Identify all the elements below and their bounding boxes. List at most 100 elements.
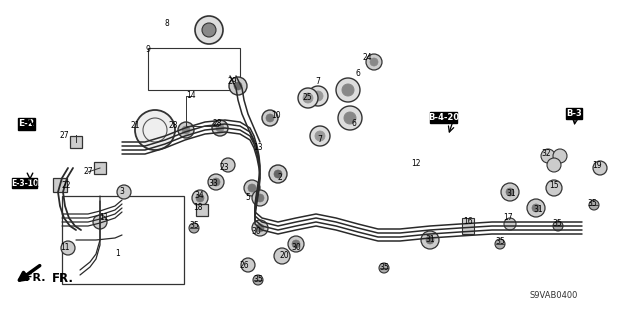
Circle shape (253, 275, 263, 285)
Circle shape (192, 190, 208, 206)
Circle shape (93, 215, 107, 229)
Circle shape (553, 221, 563, 231)
Text: 35: 35 (587, 198, 597, 207)
Circle shape (195, 16, 223, 44)
Circle shape (342, 84, 354, 96)
Text: S9VAB0400: S9VAB0400 (530, 291, 579, 300)
Bar (462, 218, 474, 234)
Text: 12: 12 (412, 159, 420, 167)
Circle shape (315, 131, 325, 141)
Text: 8: 8 (164, 19, 170, 27)
Circle shape (547, 158, 561, 172)
Bar (70, 136, 82, 148)
Text: 11: 11 (99, 213, 109, 222)
Text: 23: 23 (219, 164, 229, 173)
Circle shape (421, 231, 439, 249)
Text: 26: 26 (239, 261, 249, 270)
Text: 27: 27 (59, 131, 69, 140)
Bar (566, 108, 582, 119)
Circle shape (196, 194, 204, 202)
Circle shape (506, 188, 514, 196)
Circle shape (117, 185, 131, 199)
Circle shape (308, 86, 328, 106)
Bar (12, 178, 38, 188)
Text: 6: 6 (351, 120, 356, 129)
Circle shape (178, 122, 194, 138)
Circle shape (527, 199, 545, 217)
Bar (196, 204, 208, 216)
Circle shape (495, 239, 505, 249)
Circle shape (212, 178, 220, 186)
Text: FR.: FR. (25, 273, 45, 283)
Circle shape (189, 223, 199, 233)
Circle shape (252, 220, 268, 236)
Bar (430, 112, 458, 123)
Circle shape (248, 184, 256, 192)
Text: 13: 13 (253, 144, 263, 152)
Text: 20: 20 (279, 250, 289, 259)
Circle shape (229, 77, 247, 95)
Text: E-2: E-2 (19, 119, 35, 128)
Circle shape (266, 114, 274, 122)
Circle shape (370, 58, 378, 66)
Text: 27: 27 (83, 167, 93, 176)
Circle shape (379, 263, 389, 273)
Text: 1: 1 (116, 249, 120, 258)
Text: 10: 10 (271, 112, 281, 121)
Circle shape (269, 165, 287, 183)
Text: FR.: FR. (52, 271, 74, 285)
Circle shape (208, 174, 224, 190)
Text: 5: 5 (246, 194, 250, 203)
Circle shape (589, 200, 599, 210)
Circle shape (532, 204, 540, 212)
Circle shape (313, 91, 323, 101)
Circle shape (553, 149, 567, 163)
Circle shape (303, 93, 313, 103)
Bar (18, 118, 35, 130)
Text: 11: 11 (60, 243, 70, 253)
Text: 31: 31 (533, 205, 543, 214)
Bar (94, 162, 106, 174)
Circle shape (202, 23, 216, 37)
Text: 3: 3 (120, 188, 124, 197)
Text: 9: 9 (145, 46, 150, 55)
Text: 35: 35 (253, 275, 263, 284)
Text: 31: 31 (425, 235, 435, 244)
Text: 7: 7 (316, 78, 321, 86)
Text: 32: 32 (541, 149, 551, 158)
Text: 19: 19 (592, 161, 602, 170)
Circle shape (135, 110, 175, 150)
Text: 21: 21 (131, 121, 140, 130)
Circle shape (244, 180, 260, 196)
Text: 34: 34 (194, 191, 204, 201)
Text: 29: 29 (227, 78, 237, 86)
Circle shape (504, 218, 516, 230)
Text: 31: 31 (506, 189, 516, 197)
Circle shape (262, 110, 278, 126)
Text: 35: 35 (552, 219, 562, 227)
Text: 4: 4 (33, 182, 38, 190)
Circle shape (241, 258, 255, 272)
Text: E-3-10: E-3-10 (11, 179, 38, 188)
Text: 15: 15 (549, 182, 559, 190)
Circle shape (221, 158, 235, 172)
Text: 2: 2 (278, 173, 282, 182)
Circle shape (274, 170, 282, 178)
Text: 28: 28 (168, 122, 178, 130)
Circle shape (182, 126, 190, 134)
Text: 35: 35 (495, 238, 505, 247)
Circle shape (501, 183, 519, 201)
Circle shape (212, 120, 228, 136)
Text: 35: 35 (379, 263, 389, 271)
Text: B-3: B-3 (566, 109, 582, 118)
Text: 33: 33 (208, 179, 218, 188)
Circle shape (252, 190, 268, 206)
Text: 24: 24 (362, 54, 372, 63)
Bar (53, 178, 67, 192)
Circle shape (310, 126, 330, 146)
Text: 22: 22 (61, 181, 71, 189)
Circle shape (338, 106, 362, 130)
Text: 6: 6 (356, 69, 360, 78)
Circle shape (366, 54, 382, 70)
Circle shape (336, 78, 360, 102)
